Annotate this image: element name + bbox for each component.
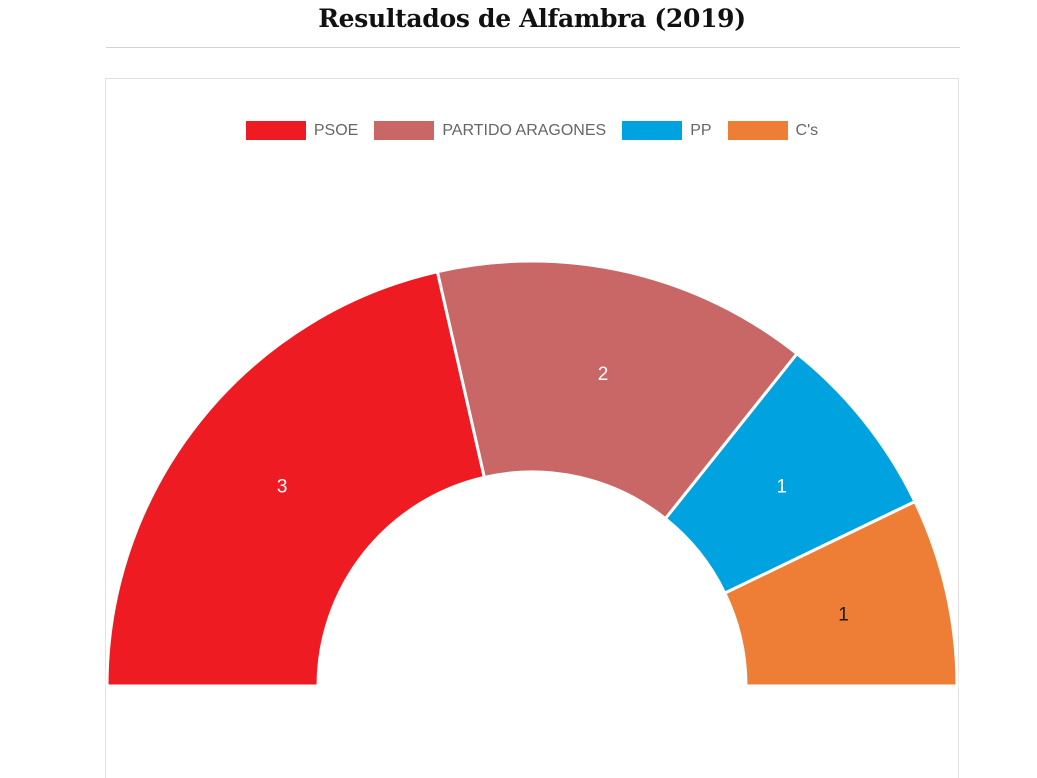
legend-item[interactable]: PSOE (245, 121, 359, 140)
legend-item[interactable]: C's (727, 121, 819, 140)
legend-label: PSOE (313, 121, 359, 139)
chart-legend: PSOE PARTIDO ARAGONES PP C's (0, 121, 1037, 140)
legend-label: PP (690, 121, 712, 139)
chart-segment[interactable] (435, 259, 800, 521)
segment-label: 2 (598, 364, 609, 385)
legend-swatch (245, 121, 306, 140)
title-divider (106, 47, 960, 48)
chart-segment[interactable] (105, 269, 487, 688)
segment-label: 3 (277, 476, 288, 497)
legend-swatch (622, 121, 683, 140)
legend-item[interactable]: PP (622, 121, 712, 140)
legend-label: PARTIDO ARAGONES (442, 121, 607, 139)
chart-segment[interactable] (722, 499, 959, 688)
legend-swatch (374, 121, 435, 140)
legend-item[interactable]: PARTIDO ARAGONES (374, 121, 606, 140)
chart-frame (105, 78, 959, 778)
legend-label: C's (795, 121, 819, 139)
segment-label: 1 (838, 604, 849, 625)
segment-label: 1 (777, 476, 788, 497)
legend-swatch (727, 121, 788, 140)
page-title: Resultados de Alfambra (2019) (318, 4, 746, 33)
